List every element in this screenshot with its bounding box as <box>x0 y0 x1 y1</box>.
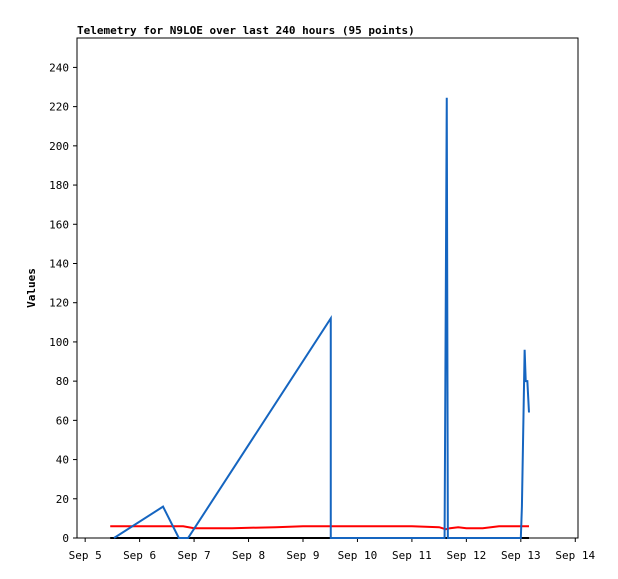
y-tick-label: 40 <box>56 454 69 467</box>
y-tick-label: 60 <box>56 414 69 427</box>
x-tick-label: Sep 13 <box>501 549 541 562</box>
y-tick-label: 100 <box>49 336 69 349</box>
y-tick-label: 120 <box>49 297 69 310</box>
y-tick-label: 160 <box>49 218 69 231</box>
y-tick-label: 20 <box>56 493 69 506</box>
x-tick-label: Sep 6 <box>123 549 156 562</box>
x-tick-label: Sep 14 <box>555 549 595 562</box>
x-tick-label: Sep 8 <box>232 549 265 562</box>
plot-frame <box>76 37 579 539</box>
y-tick-label: 80 <box>56 375 69 388</box>
y-tick-label: 200 <box>49 140 69 153</box>
y-tick-label: 0 <box>62 532 69 545</box>
x-tick-label: Sep 9 <box>286 549 319 562</box>
y-tick-label: 220 <box>49 101 69 114</box>
y-tick-label: 140 <box>49 257 69 270</box>
chart-title: Telemetry for N9LOE over last 240 hours … <box>77 24 415 37</box>
x-tick-label: Sep 7 <box>178 549 211 562</box>
data-line <box>110 525 529 531</box>
x-tick-label: Sep 5 <box>69 549 102 562</box>
y-axis-label: Values <box>25 268 38 308</box>
x-tick-label: Sep 10 <box>338 549 378 562</box>
y-tick-label: 180 <box>49 179 69 192</box>
data-line <box>113 97 530 539</box>
y-tick-label: 240 <box>49 61 69 74</box>
x-tick-label: Sep 12 <box>446 549 486 562</box>
x-tick-label: Sep 11 <box>392 549 432 562</box>
